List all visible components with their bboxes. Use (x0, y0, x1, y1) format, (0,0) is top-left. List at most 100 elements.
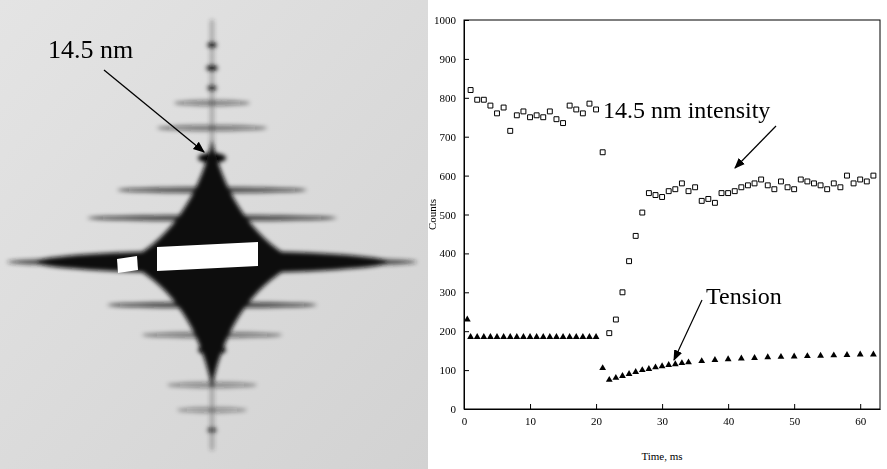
y-tick-mark (464, 331, 469, 332)
diffraction-photo: 14.5 nm (0, 0, 428, 469)
y-tick-label: 800 (440, 92, 457, 104)
y-tick-label: 900 (440, 53, 457, 65)
triangle-marker (619, 372, 626, 378)
triangle-marker (844, 351, 851, 357)
triangle-marker (665, 361, 672, 367)
y-tick: 1000 (434, 14, 469, 26)
y-axis: 01002003004005006007008009001000 (434, 14, 469, 415)
square-marker (567, 103, 572, 108)
x-axis-line (465, 409, 881, 410)
square-marker (719, 191, 724, 196)
layer-line (174, 100, 250, 106)
triangle-marker (685, 358, 692, 364)
meridional-spot (207, 42, 217, 48)
photo-background (0, 0, 428, 469)
square-marker (745, 183, 750, 188)
square-marker (838, 185, 843, 190)
square-marker (600, 150, 605, 155)
y-tick-label: 0 (451, 403, 457, 415)
series-label-arrow (735, 126, 776, 168)
triangle-marker (725, 355, 732, 361)
square-marker (812, 181, 817, 186)
x-tick-label: 0 (462, 415, 468, 427)
y-tick-mark (464, 59, 469, 60)
series-label-arrow (674, 300, 702, 360)
y-tick-label: 600 (440, 170, 457, 182)
triangle-marker (540, 333, 547, 339)
square-marker (818, 183, 823, 188)
triangle-marker (546, 333, 553, 339)
square-marker (488, 103, 493, 108)
y-tick-mark (464, 98, 469, 99)
square-marker (792, 187, 797, 192)
triangle-marker (500, 333, 507, 339)
square-marker (864, 179, 869, 184)
triangle-marker (659, 362, 666, 368)
triangle-marker (507, 333, 514, 339)
plot-frame (464, 20, 880, 409)
series-label: Tension (706, 283, 782, 309)
square-marker (732, 189, 737, 194)
square-marker (547, 109, 552, 114)
square-marker (580, 111, 585, 116)
y-tick: 500 (440, 209, 470, 221)
chart: 0102030405060010020030040050060070080090… (426, 14, 881, 462)
y-tick: 800 (440, 92, 470, 104)
x-tick-label: 60 (855, 415, 867, 427)
series-label: 14.5 nm intensity (603, 97, 770, 123)
beam-stop (157, 242, 258, 271)
square-marker (561, 121, 566, 126)
y-tick-mark (464, 215, 469, 216)
photo-label: 14.5 nm (48, 35, 133, 64)
x-tick: 50 (789, 404, 801, 427)
x-tick-label: 40 (723, 415, 735, 427)
square-marker (554, 117, 559, 122)
triangle-marker (612, 374, 619, 380)
x-tick-mark (662, 404, 663, 409)
y-tick-label: 300 (440, 286, 457, 298)
y-tick-mark (464, 176, 469, 177)
square-marker (521, 109, 526, 114)
y-tick-mark (464, 409, 469, 410)
meridional-spot (206, 65, 218, 71)
square-marker (475, 97, 480, 102)
triangle-marker (652, 363, 659, 369)
series-points (464, 316, 877, 382)
triangle-marker (480, 333, 487, 339)
x-tick-label: 50 (789, 415, 801, 427)
square-marker (706, 196, 711, 201)
x-tick-mark (596, 404, 597, 409)
diffraction-pattern (7, 20, 417, 450)
square-marker (528, 115, 533, 120)
triangle-marker (573, 333, 580, 339)
square-marker (805, 179, 810, 184)
triangle-marker (830, 351, 837, 357)
y-tick-label: 1000 (434, 14, 457, 26)
square-marker (712, 200, 717, 205)
triangle-marker (566, 333, 573, 339)
layer-line (157, 125, 267, 131)
y-tick-label: 200 (440, 325, 457, 337)
square-marker (752, 181, 757, 186)
triangle-marker (533, 333, 540, 339)
square-marker (772, 187, 777, 192)
beam-stop (117, 256, 138, 273)
square-marker (660, 195, 665, 200)
square-marker (541, 115, 546, 120)
triangle-marker (464, 316, 471, 322)
square-marker (627, 259, 632, 264)
y-tick-mark (464, 137, 469, 138)
triangle-marker (751, 354, 758, 360)
square-marker (779, 179, 784, 184)
x-axis-title: Time, ms (641, 450, 682, 462)
triangle-marker (474, 333, 481, 339)
triangle-marker (857, 351, 864, 357)
square-marker (613, 317, 618, 322)
triangle-marker (778, 353, 785, 359)
y-tick-mark (464, 253, 469, 254)
triangle-marker (804, 352, 811, 358)
x-tick-mark (860, 404, 861, 409)
y-tick-mark (464, 370, 469, 371)
square-marker (607, 331, 612, 336)
y-tick-mark (464, 20, 469, 21)
